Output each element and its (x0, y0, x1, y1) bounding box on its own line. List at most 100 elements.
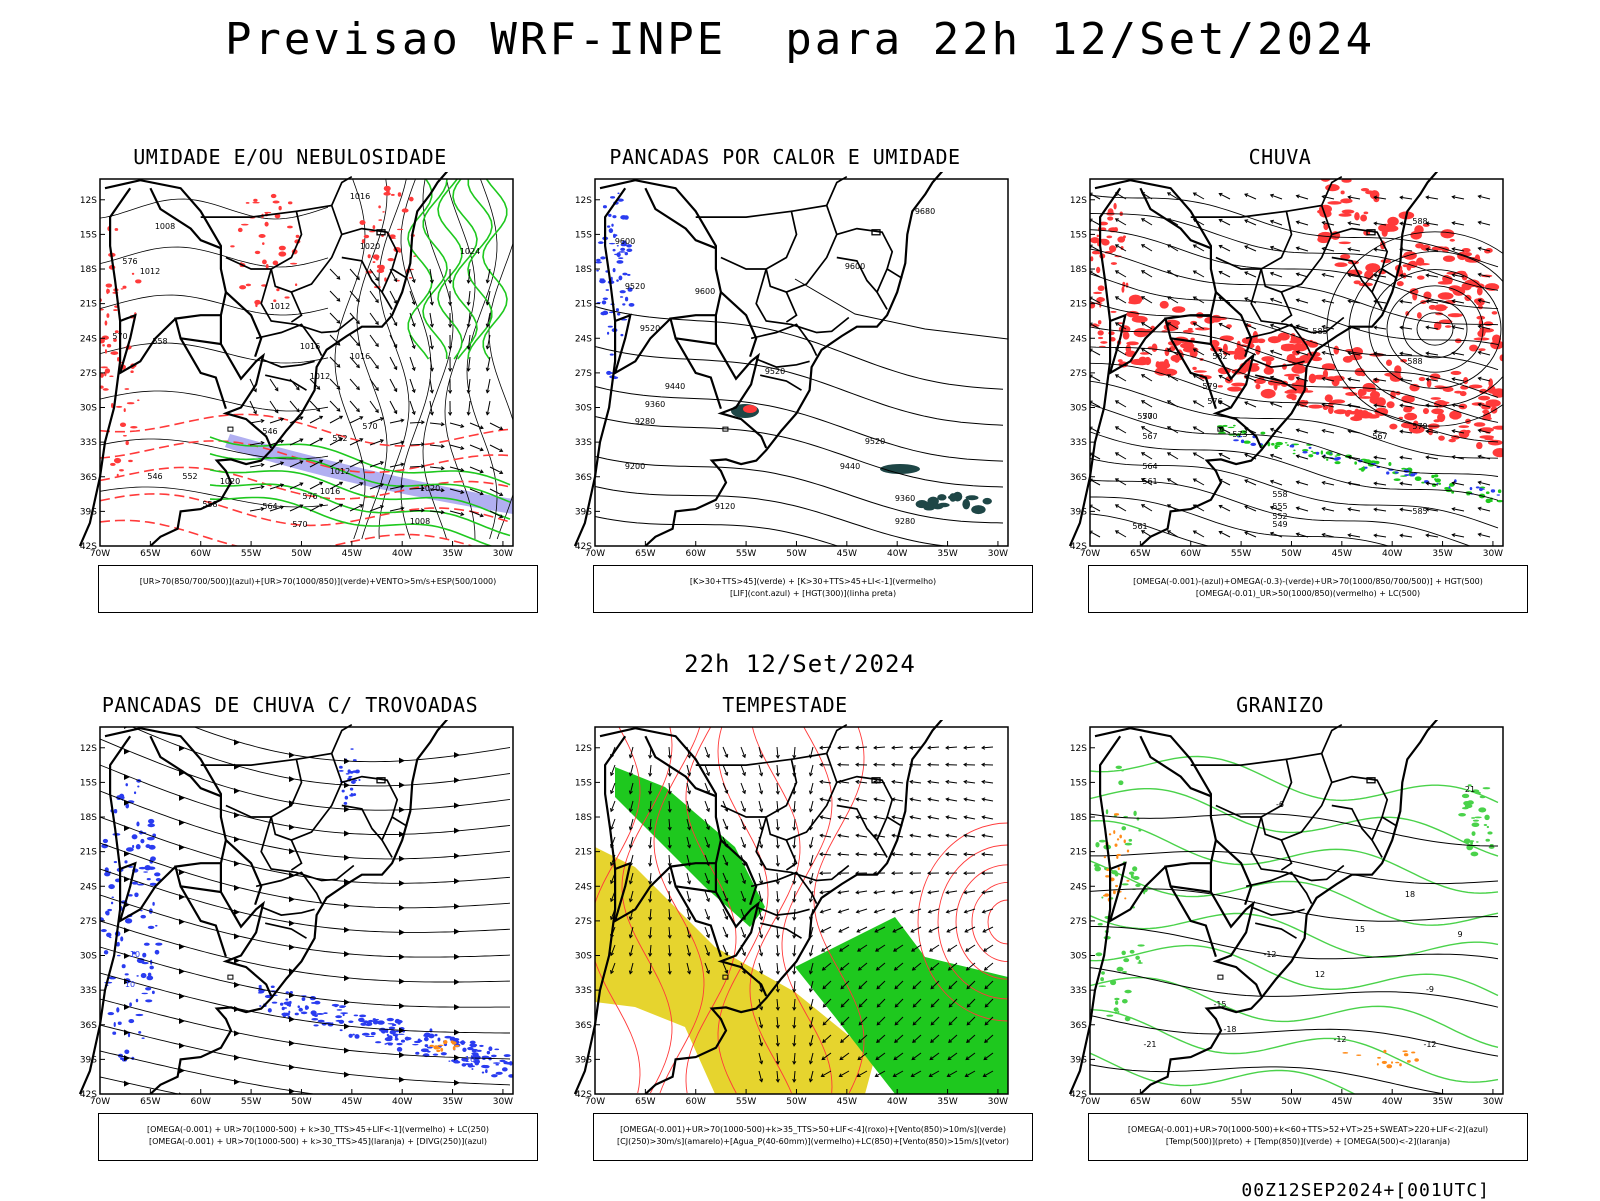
divg-blue-contour (423, 1034, 427, 1037)
streamline-arrow (1219, 271, 1230, 277)
lat-label: 33S (80, 438, 97, 448)
lat-label: 21S (1070, 848, 1087, 858)
streamline-arrowhead (399, 807, 405, 813)
wind-vector (874, 763, 885, 766)
temp850-green (1484, 824, 1487, 826)
divg-blue-contour (354, 1034, 359, 1039)
wind-vector (809, 855, 813, 866)
middle-title: 22h 12/Set/2024 (0, 650, 1600, 678)
divg-blue-contour (401, 1040, 405, 1043)
streamline-arrow (1116, 531, 1126, 537)
rain-red-area (1397, 281, 1404, 286)
red-contour-blob (377, 265, 381, 269)
lat-label: 33S (1070, 986, 1087, 996)
red-contour-blob (375, 256, 378, 260)
temp850-green (1135, 884, 1140, 887)
lat-label: 18S (1070, 265, 1087, 275)
lat-label: 24S (80, 334, 97, 344)
streamline-arrowhead (234, 1079, 240, 1085)
rain-red-area (1438, 436, 1445, 441)
streamline-arrow (1348, 248, 1360, 251)
panel-legend: [OMEGA(-0.001)-(azul)+OMEGA(-0.3)-(verde… (1088, 565, 1528, 613)
omega-green-area (1285, 442, 1288, 443)
red-contour-blob (116, 406, 122, 408)
divg-blue-contour (348, 769, 351, 773)
divg-blue-contour (140, 839, 144, 843)
hgt500-line (1090, 195, 1498, 267)
omega500-orange (1386, 1064, 1392, 1068)
streamline-arrowhead (179, 894, 185, 900)
streamline-arrow (1400, 326, 1412, 329)
streamline-arrowhead (399, 758, 405, 764)
divg-blue-contour (341, 1006, 346, 1007)
streamline-arrowhead (454, 1004, 460, 1010)
wind-vector (809, 837, 813, 848)
rain-red-area (1419, 377, 1426, 381)
red-contour-blob (122, 286, 126, 289)
rain-red-area (1404, 413, 1417, 421)
red-contour-blob (409, 277, 413, 279)
streamline-250 (100, 739, 510, 810)
omega-blue-area (1302, 451, 1307, 454)
wind-arrow (270, 379, 278, 391)
rain-red-area (1132, 316, 1148, 323)
wind-vector (856, 891, 867, 894)
red-contour-blob (398, 192, 402, 196)
rain-red-area (1460, 430, 1467, 438)
lif-blue-contour (612, 215, 616, 218)
divg-blue-contour (289, 1003, 292, 1006)
lat-label: 33S (1070, 438, 1087, 448)
divg-blue-contour (107, 909, 112, 911)
streamline-arrowhead (344, 830, 350, 836)
wind-arrow (410, 379, 415, 392)
temp850-green (1117, 1011, 1119, 1013)
streamline-arrowhead (179, 919, 185, 925)
lon-label: 65W (635, 1097, 655, 1107)
wind-vector (982, 872, 993, 875)
divg-blue-contour (129, 1002, 132, 1006)
panel-title: CHUVA (1030, 145, 1530, 169)
rain-red-area (1113, 203, 1116, 210)
streamline-arrow (1374, 482, 1386, 485)
contour-label: 9360 (895, 494, 915, 503)
omega-green-area (1311, 451, 1314, 452)
streamline-arrow (1400, 196, 1412, 199)
lat-label: 12S (575, 744, 592, 754)
wind-vector (964, 816, 975, 819)
lif-blue-contour (598, 241, 604, 244)
divg-blue-contour (114, 809, 118, 813)
divg-blue-contour (433, 1054, 439, 1056)
lon-label: 50W (1281, 549, 1301, 559)
lat-label: 30S (80, 952, 97, 962)
omega500-orange (1356, 1055, 1361, 1056)
lon-label: 65W (635, 549, 655, 559)
state-border (791, 725, 846, 760)
streamline-arrowhead (234, 739, 240, 745)
contour-label: 564 (262, 502, 277, 511)
rain-red-area (1345, 411, 1350, 417)
wind-vector (947, 909, 957, 913)
wind-arrow (330, 269, 340, 279)
state-border (291, 292, 301, 322)
wind-vector (793, 981, 796, 992)
rain-red-area (1488, 440, 1502, 446)
wind-arrow (486, 269, 490, 283)
wind-vector (892, 853, 903, 856)
streamline-arrowhead (234, 836, 240, 842)
lif-blue-contour (600, 312, 606, 316)
temp500-black (1090, 968, 1498, 1008)
country-border (1095, 180, 1261, 448)
divg-blue-contour (437, 1037, 440, 1041)
map-content: 9600952095209440936092809200912095209440… (595, 192, 1008, 562)
divg-blue-contour (339, 770, 344, 772)
lat-label: 39S (80, 507, 97, 517)
wind-vector (838, 746, 849, 749)
red-contour-blob (109, 375, 113, 377)
wind-arrow (250, 419, 264, 423)
lif-blue-contour (627, 274, 630, 276)
wind-vector (611, 801, 615, 811)
omega-green-area (1434, 478, 1436, 480)
divg-blue-contour (125, 783, 128, 786)
omega500-orange (1399, 1063, 1402, 1066)
contour-label: 1024 (460, 247, 480, 256)
